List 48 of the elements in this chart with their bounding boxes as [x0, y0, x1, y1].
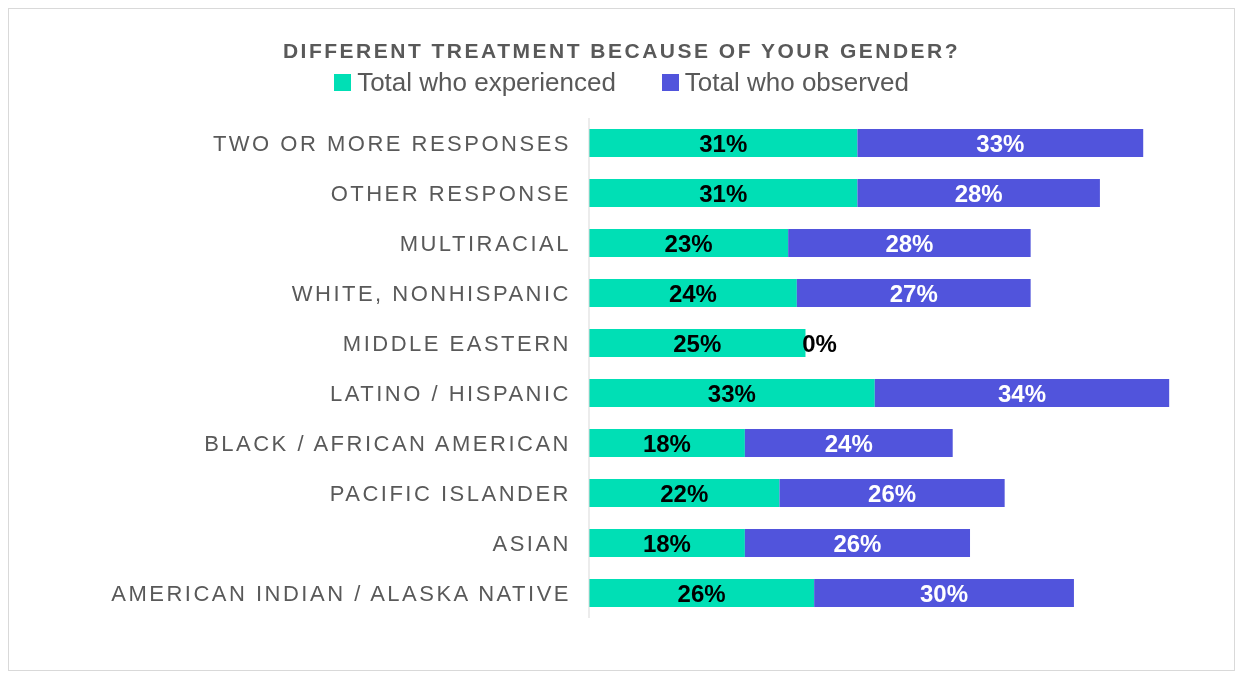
y-tick-label: BLACK / AFRICAN AMERICAN: [204, 430, 571, 456]
bar: [589, 229, 789, 257]
bar: [788, 229, 1031, 257]
data-label: 25%: [673, 329, 722, 357]
data-label: 26%: [833, 529, 882, 557]
y-tick-label: TWO OR MORE RESPONSES: [212, 130, 571, 156]
bar: [589, 179, 858, 207]
data-label: 34%: [997, 379, 1046, 407]
legend-label: Total who observed: [684, 67, 909, 98]
data-label: 18%: [642, 429, 691, 457]
y-tick-label: MULTIRACIAL: [399, 230, 571, 256]
bar: [589, 579, 815, 607]
bar: [589, 279, 797, 307]
y-tick-label: WHITE, NONHISPANIC: [291, 280, 571, 306]
bar: [744, 529, 971, 557]
bar: [779, 479, 1005, 507]
data-label: 18%: [642, 529, 691, 557]
data-label: 33%: [707, 379, 756, 407]
y-tick-label: ASIAN: [492, 530, 571, 556]
data-label: 24%: [824, 429, 873, 457]
data-label: 26%: [677, 579, 726, 607]
bar: [857, 129, 1144, 157]
legend-label: Total who experienced: [357, 67, 616, 98]
y-tick-label: MIDDLE EASTERN: [342, 330, 571, 356]
data-label: 26%: [868, 479, 917, 507]
data-label: 22%: [660, 479, 709, 507]
bar: [589, 379, 875, 407]
chart-title: DIFFERENT TREATMENT BECAUSE OF YOUR GENDER?: [281, 38, 962, 63]
data-label: 24%: [668, 279, 717, 307]
data-label: 33%: [976, 129, 1025, 157]
y-tick-label: PACIFIC ISLANDER: [329, 480, 571, 506]
bar: [814, 579, 1074, 607]
bar: [589, 479, 780, 507]
data-label: 31%: [699, 179, 748, 207]
y-tick-label: OTHER RESPONSE: [330, 180, 571, 206]
data-label: 28%: [885, 229, 934, 257]
data-label: 31%: [699, 129, 748, 157]
y-tick-label: AMERICAN INDIAN / ALASKA NATIVE: [111, 580, 571, 606]
bar: [589, 129, 858, 157]
data-label: 30%: [920, 579, 969, 607]
y-tick-label: LATINO / HISPANIC: [330, 380, 571, 406]
data-label: 27%: [889, 279, 938, 307]
bar: [796, 279, 1031, 307]
bar: [874, 379, 1170, 407]
bar: [857, 179, 1100, 207]
data-label: 28%: [954, 179, 1003, 207]
bar: [744, 429, 953, 457]
data-label: 23%: [664, 229, 713, 257]
